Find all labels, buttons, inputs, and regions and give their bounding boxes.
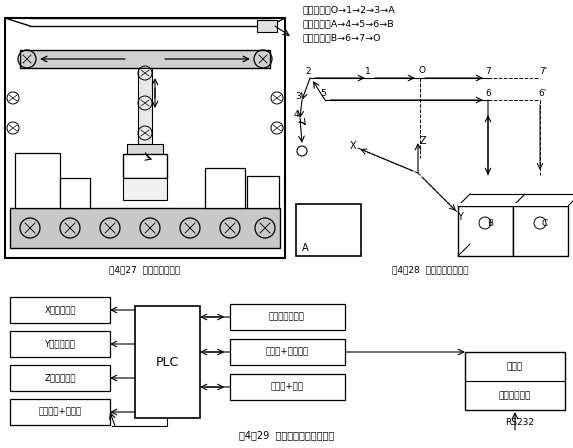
Bar	[10, 297, 110, 323]
Bar	[10, 331, 110, 357]
Text: X轴伺服电机: X轴伺服电机	[44, 306, 76, 314]
Text: 6: 6	[485, 89, 491, 98]
Bar	[230, 304, 345, 330]
Text: 图4－29  码垛机测控系统结构图: 图4－29 码垛机测控系统结构图	[240, 430, 335, 440]
Text: X: X	[350, 141, 356, 151]
Text: A: A	[302, 243, 309, 253]
Text: 4: 4	[293, 109, 299, 119]
Text: 3: 3	[295, 91, 301, 100]
Text: 图4－28  码垛动作轨迹示意: 图4－28 码垛动作轨迹示意	[392, 266, 468, 275]
Bar	[230, 339, 345, 365]
Text: Y: Y	[457, 212, 463, 222]
Text: RS232: RS232	[505, 418, 535, 426]
Bar	[60, 178, 90, 208]
Text: 5: 5	[320, 89, 326, 98]
Text: 交流电机+变频器: 交流电机+变频器	[38, 408, 81, 417]
Text: Z轴伺服电机: Z轴伺服电机	[44, 374, 76, 383]
Bar	[513, 206, 568, 256]
Bar	[296, 204, 361, 256]
Bar	[205, 168, 245, 208]
Bar	[123, 154, 167, 178]
Text: O: O	[418, 65, 426, 74]
Text: Z: Z	[419, 136, 426, 146]
Text: B: B	[487, 219, 493, 228]
Bar	[257, 20, 277, 32]
Text: C: C	[542, 219, 548, 228]
Text: Y轴伺服电机: Y轴伺服电机	[45, 340, 76, 349]
Bar	[15, 153, 60, 208]
Text: 2: 2	[305, 66, 311, 76]
Text: 触摸屏: 触摸屏	[507, 362, 523, 371]
Bar	[458, 206, 513, 256]
Bar	[20, 50, 270, 68]
Bar	[5, 18, 285, 258]
Text: 1: 1	[365, 66, 371, 76]
Bar	[458, 203, 568, 206]
Bar	[10, 208, 280, 248]
Bar	[138, 68, 152, 153]
Bar	[230, 374, 345, 400]
Text: 电磁阀+旋转气缸: 电磁阀+旋转气缸	[265, 348, 309, 357]
Text: 7: 7	[485, 66, 491, 76]
Bar	[123, 178, 167, 200]
Bar	[10, 365, 110, 391]
Text: PLC: PLC	[155, 356, 179, 369]
Text: 上位监控软件: 上位监控软件	[499, 392, 531, 401]
Text: 图4－27  码垛机结构示意: 图4－27 码垛机结构示意	[109, 266, 180, 275]
Bar	[135, 306, 200, 418]
Text: 取货路线：O→1→2→3→A: 取货路线：O→1→2→3→A	[303, 5, 396, 14]
Bar	[127, 144, 163, 156]
Bar	[465, 352, 565, 410]
Text: 7': 7'	[539, 66, 547, 76]
Text: 6': 6'	[539, 89, 547, 98]
Bar	[247, 176, 279, 208]
Text: 系列位置传感器: 系列位置传感器	[269, 313, 305, 322]
Text: 电磁阀+吸盘: 电磁阀+吸盘	[270, 383, 304, 392]
Text: 返回路线：B→6→7→O: 返回路线：B→6→7→O	[303, 34, 382, 43]
Bar	[10, 399, 110, 425]
Text: 搬货路线：A→4→5→6→B: 搬货路线：A→4→5→6→B	[303, 20, 395, 29]
